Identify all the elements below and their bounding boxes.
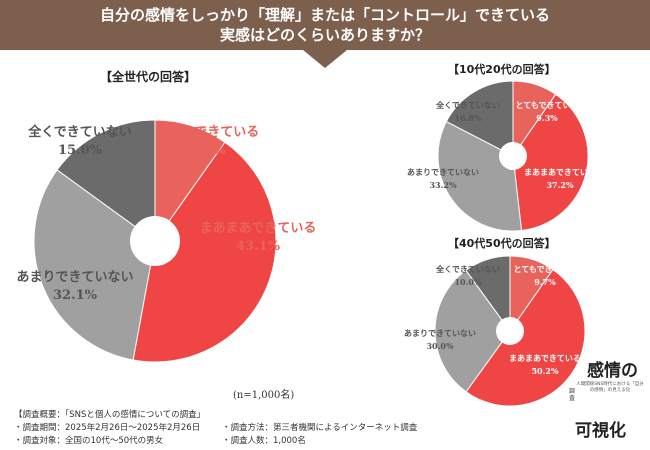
pie-category-label-1-2: あまりできていない [407,168,479,177]
brand-vertical-text: 調査 [569,388,576,402]
pie-group-2: とてもできている 9.7% まあまあできている 50.2% あまりできていない 30.0%… [404,255,586,407]
pie-slice-0-1 [132,141,277,363]
title-line-2: 実感はどのくらいありますか？ [219,26,430,44]
pie-slice-1-3 [445,80,514,157]
pie-value-label-1-1: 37.2% [546,180,573,190]
pie-value-label-2-1: 50.2% [531,366,558,376]
chart-title-40s50s: 【40代50代の回答】 [448,237,556,250]
pie-value-label-2-0: 9.7% [534,277,556,287]
pie-slice-0-0 [154,119,226,243]
pie-value-label-0-3: 15.0% [58,143,103,158]
pie-slice-1-2 [437,120,523,232]
pie-hole-2 [496,317,524,345]
pie-category-label-1-0: とてもできている [515,101,578,110]
pie-category-label-2-3: 全くできていない [435,264,500,274]
pie-category-label-0-2: あまりできていない [16,270,133,285]
pie-category-label-1-3: 全くできていない [435,100,500,110]
pie-slice-0-2 [33,169,156,361]
survey-people: ・調査人数：1,000名 [222,436,306,446]
survey-overview: 【調査概要：「SNSと個人の感情についての調査」 [14,410,206,420]
pie-category-label-2-1: まあまあできている [509,354,581,363]
pie-hole-1 [499,142,527,170]
pie-value-label-2-3: 10.0% [454,277,481,287]
pie-hole-0 [130,216,180,266]
pie-category-label-0-0: とてもできている [157,125,259,140]
pie-value-label-0-1: 43.1% [236,239,281,254]
pie-category-label-2-0: とてもできている [513,265,576,274]
pie-category-label-0-1: まあまあできている [200,221,317,236]
sample-size: (n=1,000名) [233,390,295,401]
pie-slice-0-3 [56,119,156,242]
survey-target: ・調査対象：全国の10代～50代の男女 [14,436,164,446]
pie-value-label-2-2: 30.0% [426,341,453,351]
brand-logo: 調査 感情の 人間関係SNS時代における「自分の感情」の見える化 可視化 [569,356,647,446]
header-pointer [303,50,347,68]
chart-title-10s20s: 【10代20代の回答】 [448,63,556,76]
pie-slice-2-2 [434,269,511,393]
pie-group-1: とてもできている 9.3% まあまあできている 37.2% あまりできていない 33.2%… [407,80,596,232]
brand-name-bottom: 可視化 [575,421,626,441]
pie-category-label-0-3: 全くできていない [27,124,132,140]
pie-slice-2-3 [465,255,511,333]
pie-value-label-1-2: 33.2% [429,180,456,190]
pie-slice-1-1 [512,93,589,232]
brand-tagline: 人間関係SNS時代における「自分の感情」の見える化 [576,382,644,393]
pie-category-label-2-2: あまりできていない [404,329,476,338]
title-line-1: 自分の感情をしっかり「理解」または「コントロール」できている [99,6,550,24]
pie-category-label-1-1: まあまあできている [524,168,596,177]
brand-name-top: 感情の [587,361,638,381]
pie-value-label-1-3: 16.8% [454,113,481,123]
pie-value-label-1-0: 9.3% [536,113,558,123]
pie-group-0: とてもできている 9.8% まあまあできている 43.1% あまりできていない 32.1%… [16,119,317,363]
chart-title-all: 【全世代の回答】 [100,70,197,84]
pie-value-label-0-0: 9.8% [191,143,227,158]
survey-period: ・調査期間：2025年2月26日～2025年2月26日 [14,423,201,433]
pie-slice-2-1 [465,268,586,407]
survey-method: ・調査方法：第三者機関によるインターネット調査 [222,423,418,433]
header-banner [0,0,650,50]
pie-value-label-0-2: 32.1% [53,288,98,303]
